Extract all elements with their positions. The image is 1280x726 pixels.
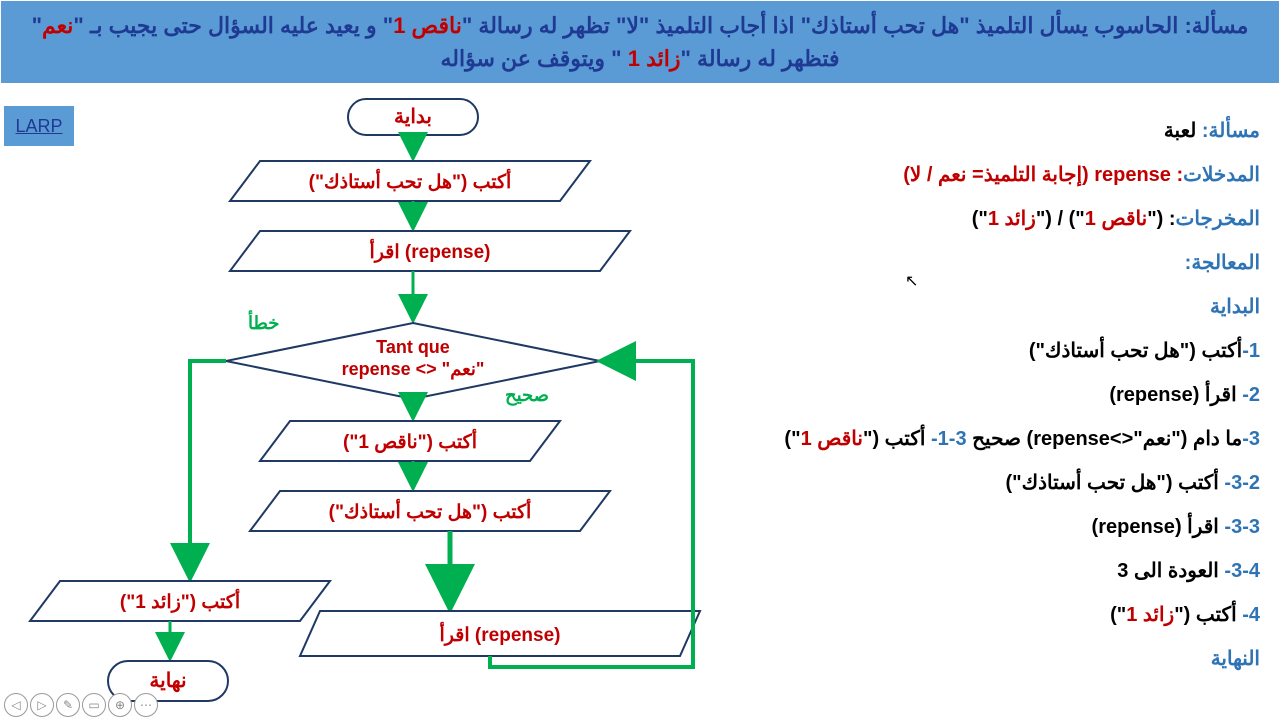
s2a: المدخلات xyxy=(1183,164,1260,186)
s12b: أكتب (" xyxy=(1174,604,1242,626)
false-arrow xyxy=(190,361,226,579)
s9b: أكتب ("هل تحب أستاذك") xyxy=(1006,472,1225,494)
algorithm-text: مسألة: لعبة المدخلات: repense (إجابة الت… xyxy=(720,111,1260,683)
s3c: ناقص 1 xyxy=(1085,208,1147,230)
s8d: أكتب (" xyxy=(863,428,931,450)
s3e: زائد 1 xyxy=(988,208,1036,230)
txt-write-plus: أكتب ("زائد 1") xyxy=(120,588,240,613)
txt-write-minus: أكتب ("ناقص 1") xyxy=(343,428,477,453)
s3a: المخرجات xyxy=(1176,208,1260,230)
hdr-r1: ناقص 1 xyxy=(393,13,462,38)
s10a: 3-3- xyxy=(1224,516,1260,538)
s1a: مسألة: xyxy=(1202,120,1260,142)
next-icon[interactable]: ▷ xyxy=(30,693,54,717)
s9a: 3-2- xyxy=(1224,472,1260,494)
s8a: 3- xyxy=(1242,428,1260,450)
s12d: ") xyxy=(1110,604,1126,626)
s8f: ") xyxy=(784,428,800,450)
s8e: ناقص 1 xyxy=(801,428,863,450)
presentation-controls: ◁ ▷ ✎ ▭ ⊕ ⋯ xyxy=(4,693,158,717)
s8b: ما دام ("نعم"<>repense) صحيح xyxy=(967,428,1243,450)
s3b: : (" xyxy=(1147,208,1175,230)
txt-end: نهاية xyxy=(149,670,186,693)
s12a: 4- xyxy=(1242,604,1260,626)
txt-write-q: أكتب ("هل تحب أستاذك") xyxy=(309,168,512,193)
s8c: 3-1- xyxy=(931,428,967,450)
view-icon[interactable]: ▭ xyxy=(82,693,106,717)
s1b: لعبة xyxy=(1164,120,1202,142)
s2b: : repense (إجابة التلميذ= نعم / لا) xyxy=(903,164,1183,186)
lbl-false: خطأ xyxy=(248,310,279,333)
hdr-p4: " ويتوقف عن سؤاله xyxy=(440,46,627,71)
hdr-p1: مسألة: الحاسوب يسأل التلميذ "هل تحب أستا… xyxy=(462,13,1249,38)
s10b: اقرأ (repense) xyxy=(1092,516,1225,538)
txt-start: بداية xyxy=(394,106,432,128)
cursor-icon: ↖ xyxy=(905,271,918,291)
hdr-r3: زائد 1 xyxy=(628,46,681,71)
lbl-true: صحيح xyxy=(505,385,549,406)
s5: البداية xyxy=(720,287,1260,327)
s4: المعالجة: xyxy=(720,243,1260,283)
hdr-r2: نعم xyxy=(42,13,73,38)
s11b: العودة الى 3 xyxy=(1117,560,1224,582)
txt-cond2: repense <> "نعم" xyxy=(342,359,485,380)
s3d: ") / (" xyxy=(1036,208,1085,230)
prev-icon[interactable]: ◁ xyxy=(4,693,28,717)
txt-read2: اقرأ (repense) xyxy=(440,621,561,646)
s3f: ") xyxy=(972,208,988,230)
txt-read: اقرأ (repense) xyxy=(370,238,491,263)
menu-icon[interactable]: ⋯ xyxy=(134,693,158,717)
s13: النهاية xyxy=(720,639,1260,679)
txt-cond1: Tant que xyxy=(376,337,450,357)
flowchart-diagram: بداية أكتب ("هل تحب أستاذك") اقرأ (repen… xyxy=(0,91,720,721)
s12c: زائد 1 xyxy=(1126,604,1174,626)
s6a: 1- xyxy=(1242,340,1260,362)
pen-icon[interactable]: ✎ xyxy=(56,693,80,717)
problem-header: مسألة: الحاسوب يسأل التلميذ "هل تحب أستا… xyxy=(1,1,1279,83)
txt-write-q2: أكتب ("هل تحب أستاذك") xyxy=(329,498,532,523)
hdr-p2: " و يعيد عليه السؤال حتى يجيب بـ " xyxy=(73,13,393,38)
s7a: 2- xyxy=(1242,384,1260,406)
s7b: اقرأ (repense) xyxy=(1109,384,1242,406)
zoom-icon[interactable]: ⊕ xyxy=(108,693,132,717)
s6b: أكتب ("هل تحب أستاذك") xyxy=(1029,340,1242,362)
s11a: 3-4- xyxy=(1224,560,1260,582)
